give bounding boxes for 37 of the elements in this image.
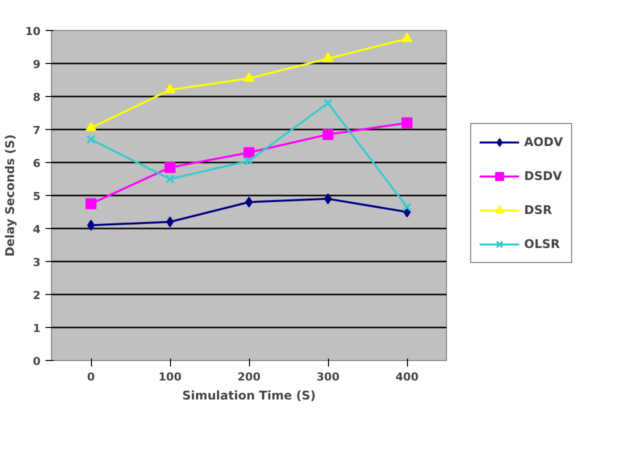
point: [86, 134, 96, 144]
x-tick-label: 100: [158, 370, 182, 384]
point: [402, 202, 412, 212]
y-tick-label: 10: [25, 25, 41, 38]
point: [164, 84, 176, 94]
y-tick-label: 8: [32, 91, 40, 104]
point: [244, 156, 254, 166]
y-tick-label: 9: [32, 58, 40, 71]
point: [86, 122, 96, 132]
point: [165, 174, 175, 184]
point: [322, 52, 334, 62]
legend-label: OLSR: [524, 236, 560, 250]
x-tick-label: 300: [316, 370, 340, 384]
point: [402, 117, 412, 128]
point: [164, 162, 176, 173]
y-tick-label: 4: [32, 223, 41, 236]
x-tick-label: 200: [238, 370, 261, 384]
point: [86, 198, 96, 210]
y-tick-label: 7: [32, 124, 40, 137]
y-tick-label: 3: [32, 256, 40, 269]
point: [244, 72, 254, 82]
y-tick-label: 5: [32, 190, 40, 203]
y-tick-label: 2: [32, 289, 40, 302]
y-tick-label: 1: [32, 322, 40, 335]
point: [244, 147, 254, 158]
x-tick-label: 0: [87, 370, 96, 384]
x-axis-title: Simulation Time (S): [182, 388, 316, 402]
legend-label: AODV: [524, 134, 563, 148]
point: [322, 128, 334, 140]
y-axis-title: Delay Seconds (S): [3, 134, 18, 257]
y-tick-label: 0: [32, 355, 41, 368]
x-tick-label: 400: [396, 370, 419, 384]
legend-label: DSDV: [524, 168, 562, 182]
y-tick-label: 6: [32, 157, 41, 170]
legend-label: DSR: [524, 202, 552, 216]
point: [402, 32, 412, 42]
point: [323, 98, 333, 108]
